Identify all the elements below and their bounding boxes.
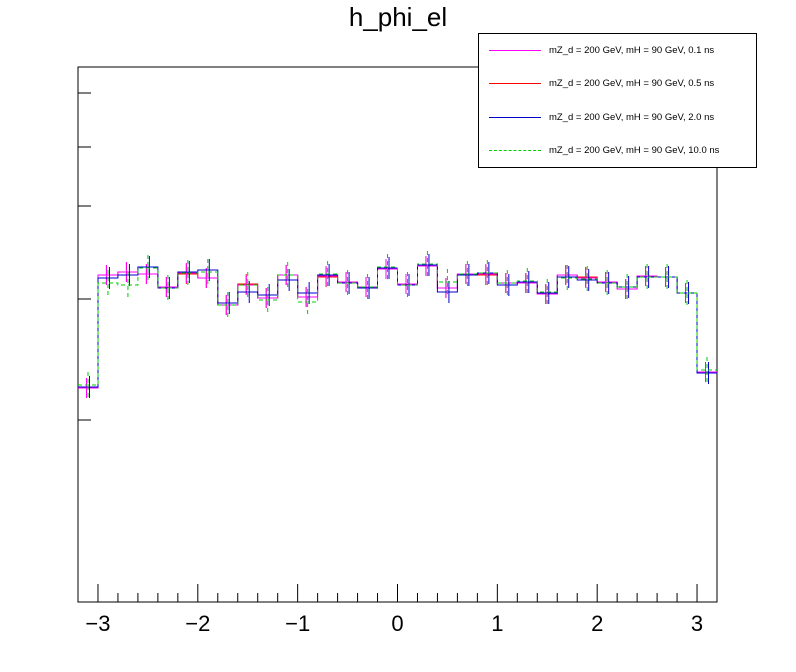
legend-line-sample xyxy=(489,116,541,118)
series-errorbars-1 xyxy=(85,256,707,398)
series-errorbars-0 xyxy=(85,256,707,398)
legend-entry: mZ_d = 200 GeV, mH = 90 GeV, 0.5 ns xyxy=(479,67,756,100)
x-axis-major-ticks xyxy=(97,584,698,602)
legend-entry: mZ_d = 200 GeV, mH = 90 GeV, 0.1 ns xyxy=(479,34,756,67)
legend-line-sample xyxy=(489,149,541,151)
legend-entry: mZ_d = 200 GeV, mH = 90 GeV, 2.0 ns xyxy=(479,101,756,134)
x-axis-labels: −3 −2 −1 0 1 2 3 xyxy=(85,611,703,636)
x-tick-label: −1 xyxy=(285,611,310,636)
series-errorbars-2 xyxy=(88,254,710,398)
legend-entry: mZ_d = 200 GeV, mH = 90 GeV, 10.0 ns xyxy=(479,134,756,167)
legend-entry-label: mZ_d = 200 GeV, mH = 90 GeV, 0.5 ns xyxy=(549,78,715,90)
legend-entry-label: mZ_d = 200 GeV, mH = 90 GeV, 2.0 ns xyxy=(549,111,715,123)
x-tick-label: −2 xyxy=(185,611,210,636)
x-tick-label: 1 xyxy=(491,611,503,636)
x-axis-minor-ticks xyxy=(77,593,718,602)
legend-entry-label: mZ_d = 200 GeV, mH = 90 GeV, 10.0 ns xyxy=(549,144,720,156)
legend-line-sample xyxy=(489,83,541,85)
legend-entry-label: mZ_d = 200 GeV, mH = 90 GeV, 0.1 ns xyxy=(549,45,715,57)
series-errorbars-3 xyxy=(87,251,708,398)
plot-title: h_phi_el xyxy=(348,2,448,32)
y-axis-ticks xyxy=(78,92,91,421)
legend: mZ_d = 200 GeV, mH = 90 GeV, 0.1 ns mZ_d… xyxy=(478,33,757,168)
x-tick-label: −3 xyxy=(85,611,110,636)
x-tick-label: 2 xyxy=(591,611,603,636)
legend-line-sample xyxy=(489,50,541,52)
x-tick-label: 0 xyxy=(391,611,403,636)
x-tick-label: 3 xyxy=(691,611,703,636)
series-line-3 xyxy=(78,263,717,386)
